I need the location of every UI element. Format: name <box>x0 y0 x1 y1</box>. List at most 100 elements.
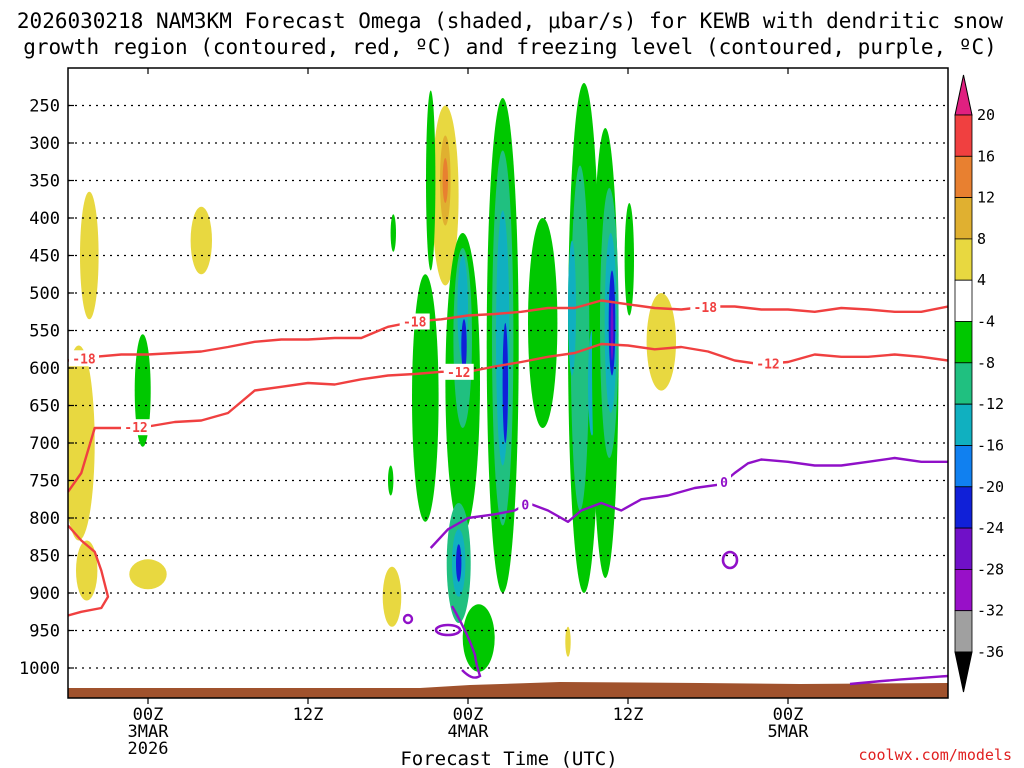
y-tick-label-450: 450 <box>29 247 60 267</box>
contour-label-bg-0-2 <box>690 298 721 315</box>
colorbar-label-11: -28 <box>977 560 1004 578</box>
y-tick-label-800: 800 <box>29 509 60 529</box>
colorbar-label-8: -16 <box>977 437 1004 455</box>
contour-labels: -18 -18 -18 -12 -12 -12 0 0 <box>69 298 783 514</box>
omega-feature-sinking-2 <box>76 540 98 601</box>
colorbar-top-arrow <box>954 74 973 116</box>
colorbar-band-4 <box>954 279 973 322</box>
colorbar: 20 16 12 8 4 -4 -8 -12 -16 -20 -24 -28 -32 -36 <box>954 74 1004 693</box>
colorbar-label-6: -8 <box>977 354 995 372</box>
contour-label-bg-1-0 <box>121 419 151 436</box>
colorbar-band-10 <box>954 527 973 570</box>
x-tick-label-0-2: 2026 <box>128 739 169 759</box>
y-tick-label-1000: 1000 <box>19 659 60 679</box>
omega-feature-sinking-4 <box>129 559 167 590</box>
contour-label-freezing-level-0: 0 <box>521 499 529 514</box>
colorbar-label-0: 20 <box>977 106 995 124</box>
omega-feature-rising-13 <box>390 214 396 252</box>
contour-label-bg-0-1 <box>399 313 430 330</box>
omega-feature-sinking-9 <box>646 293 676 391</box>
contour-label-dgz-minus-12-1: -12 <box>447 366 470 381</box>
chart-title-line-2: growth region (contoured, red, ºC) and f… <box>23 35 997 59</box>
colorbar-label-2: 12 <box>977 189 995 207</box>
y-tick-label-250: 250 <box>29 97 60 117</box>
y-axis: 250 300 350 400 450 500 550 600 650 700 750 800 850 9… <box>19 97 74 679</box>
colorbar-label-10: -24 <box>977 519 1004 537</box>
colorbar-bottom-arrow <box>954 651 973 693</box>
temperature-contours <box>68 299 948 686</box>
y-tick-label-750: 750 <box>29 472 60 492</box>
y-tick-label-400: 400 <box>29 209 60 229</box>
omega-feature-rising-27 <box>502 323 508 443</box>
contour-label-bg-1-2 <box>753 355 783 372</box>
contour-dgz-minus-12 <box>68 342 948 493</box>
contour-label-dgz-minus-18-2: -18 <box>694 301 718 316</box>
y-tick-label-850: 850 <box>29 547 60 567</box>
contour-label-dgz-minus-12-0: -12 <box>124 421 147 436</box>
colorbar-band-3 <box>954 238 973 281</box>
omega-feature-rising-23 <box>462 604 495 672</box>
omega-feature-sinking-1 <box>68 345 95 541</box>
x-tick-label-2-0: 00Z <box>453 705 484 725</box>
colorbar-label-1: 16 <box>977 147 995 165</box>
colorbar-band-2 <box>954 197 973 240</box>
colorbar-band-11 <box>954 569 973 612</box>
terrain-band <box>68 682 948 698</box>
x-tick-label-2-1: 4MAR <box>448 722 490 742</box>
omega-feature-rising-26 <box>496 210 510 466</box>
omega-feature-sinking-3 <box>190 206 212 275</box>
omega-shading <box>68 83 676 672</box>
omega-feature-sinking-5 <box>382 566 402 627</box>
y-tick-label-650: 650 <box>29 397 60 417</box>
omega-feature-sinking-10 <box>565 626 571 657</box>
y-tick-label-900: 900 <box>29 584 60 604</box>
colorbar-band-7 <box>954 403 973 446</box>
contour-label-bg-3-0 <box>518 496 533 513</box>
omega-feature-rising-15 <box>412 274 439 522</box>
omega-feature-rising-12 <box>426 90 436 271</box>
contour-label-freezing-level-1: 0 <box>720 476 728 491</box>
x-tick-label-4-1: 5MAR <box>768 722 810 742</box>
y-tick-label-350: 350 <box>29 172 60 192</box>
contour-dgz-minus-18 <box>68 299 948 362</box>
colorbar-label-4: 4 <box>977 271 986 289</box>
contour-label-bg-3-1 <box>717 474 731 490</box>
colorbar-band-6 <box>954 362 973 405</box>
contour-label-dgz-minus-18-0: -18 <box>72 352 96 367</box>
omega-feature-rising-11 <box>134 334 151 447</box>
plot-frame <box>67 67 949 699</box>
colorbar-band-8 <box>954 445 973 488</box>
y-tick-label-700: 700 <box>29 434 60 454</box>
omega-feature-rising-19 <box>461 319 467 372</box>
x-tick-label-3-0: 12Z <box>613 705 644 725</box>
y-tick-label-550: 550 <box>29 322 60 342</box>
x-tick-label-4-0: 00Z <box>773 705 804 725</box>
y-tick-label-950: 950 <box>29 622 60 642</box>
omega-feature-rising-30 <box>570 165 590 511</box>
omega-feature-rising-22 <box>456 544 462 582</box>
colorbar-label-9: -20 <box>977 478 1004 496</box>
chart-title-line-1: 2026030218 NAM3KM Forecast Omega (shaded… <box>17 9 1004 33</box>
omega-feature-rising-38 <box>624 202 634 316</box>
contour-near-surface-red <box>68 524 110 617</box>
colorbar-band-1 <box>954 155 973 199</box>
x-tick-label-1-0: 12Z <box>293 705 324 725</box>
x-tick-label-0-0: 00Z <box>133 705 164 725</box>
watermark: coolwx.com/models <box>858 746 1012 764</box>
colorbar-label-12: -32 <box>977 602 1004 620</box>
contour-label-bg-1-1 <box>443 363 474 380</box>
colorbar-label-7: -12 <box>977 395 1004 413</box>
colorbar-band-5 <box>954 321 973 364</box>
colorbar-band-9 <box>954 486 973 529</box>
omega-feature-rising-37 <box>610 300 614 361</box>
colorbar-band-0 <box>954 114 973 157</box>
contour-label-bg-0-0 <box>69 350 99 367</box>
contour-freezing-level <box>429 456 948 549</box>
contour-label-dgz-minus-18-1: -18 <box>403 316 427 331</box>
x-axis-label: Forecast Time (UTC) <box>400 748 617 768</box>
omega-feature-sinking-8 <box>442 158 448 203</box>
colorbar-label-5: -4 <box>977 313 995 331</box>
y-tick-label-500: 500 <box>29 284 60 304</box>
